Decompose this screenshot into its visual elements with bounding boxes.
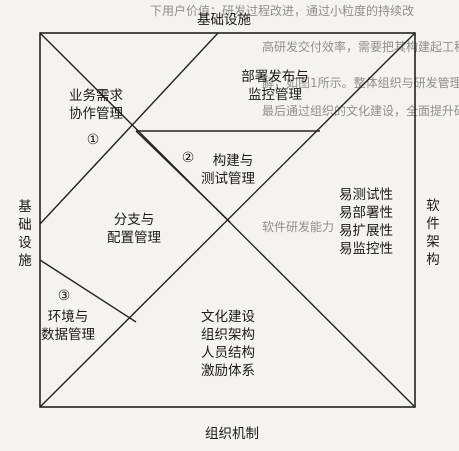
right-label-char-1: 软 xyxy=(426,198,440,214)
quality-line-4: 易监控性 xyxy=(339,241,393,257)
line-collab-branch xyxy=(39,32,219,225)
quality-line-2: 易部署性 xyxy=(339,205,393,221)
build-marker: ② xyxy=(182,150,195,166)
quality-line-3: 易扩展性 xyxy=(339,223,393,239)
env-marker: ③ xyxy=(58,288,71,304)
background-text-line-4: 最后通过组织的文化建设，全面提升研发效率 xyxy=(262,104,459,118)
deploy-line-2: 监控管理 xyxy=(248,87,302,103)
env-line-2: 数据管理 xyxy=(41,327,95,343)
top-label: 基础设施 xyxy=(197,11,251,28)
right-label-char-3: 架 xyxy=(426,234,440,250)
deploy-line-1: 部署发布与 xyxy=(241,69,309,85)
culture-line-3: 人员结构 xyxy=(201,345,255,361)
culture-line-2: 组织架构 xyxy=(201,327,255,343)
left-label-char-1: 基 xyxy=(18,198,32,215)
background-text-line-1: 下用户价值；研发过程改进，通过小粒度的持续改 xyxy=(150,4,415,18)
background-text-line-5: 软件研发能力 xyxy=(262,220,335,234)
bottom-label: 组织机制 xyxy=(205,426,259,442)
background-text-line-3: 解，如图1所示。整体组织与研发管理模式改进 xyxy=(262,76,459,90)
line-build-branch xyxy=(135,130,231,223)
right-label-char-2: 件 xyxy=(426,216,440,232)
left-label-char-4: 施 xyxy=(18,253,32,269)
background-text-line-2: 高研发交付效率，需要把其构建起工程能力交付 xyxy=(262,40,459,54)
culture-line-4: 激励体系 xyxy=(201,363,255,379)
left-label-char-3: 设 xyxy=(18,235,32,251)
build-line-1: 构建与 xyxy=(213,153,254,169)
build-line-2: 测试管理 xyxy=(201,171,255,187)
collab-line-1: 业务需求 xyxy=(69,88,123,104)
collab-line-2: 协作管理 xyxy=(69,106,123,122)
line-branch-env xyxy=(39,259,137,323)
outer-square xyxy=(39,32,416,408)
right-label-char-4: 构 xyxy=(426,252,440,268)
collab-marker: ① xyxy=(87,132,100,148)
env-line-1: 环境与 xyxy=(48,309,89,325)
quality-line-1: 易测试性 xyxy=(339,187,393,203)
left-label-char-2: 础 xyxy=(18,217,32,233)
branch-line-2: 配置管理 xyxy=(107,230,161,246)
culture-line-1: 文化建设 xyxy=(201,309,255,325)
branch-line-1: 分支与 xyxy=(114,212,155,228)
